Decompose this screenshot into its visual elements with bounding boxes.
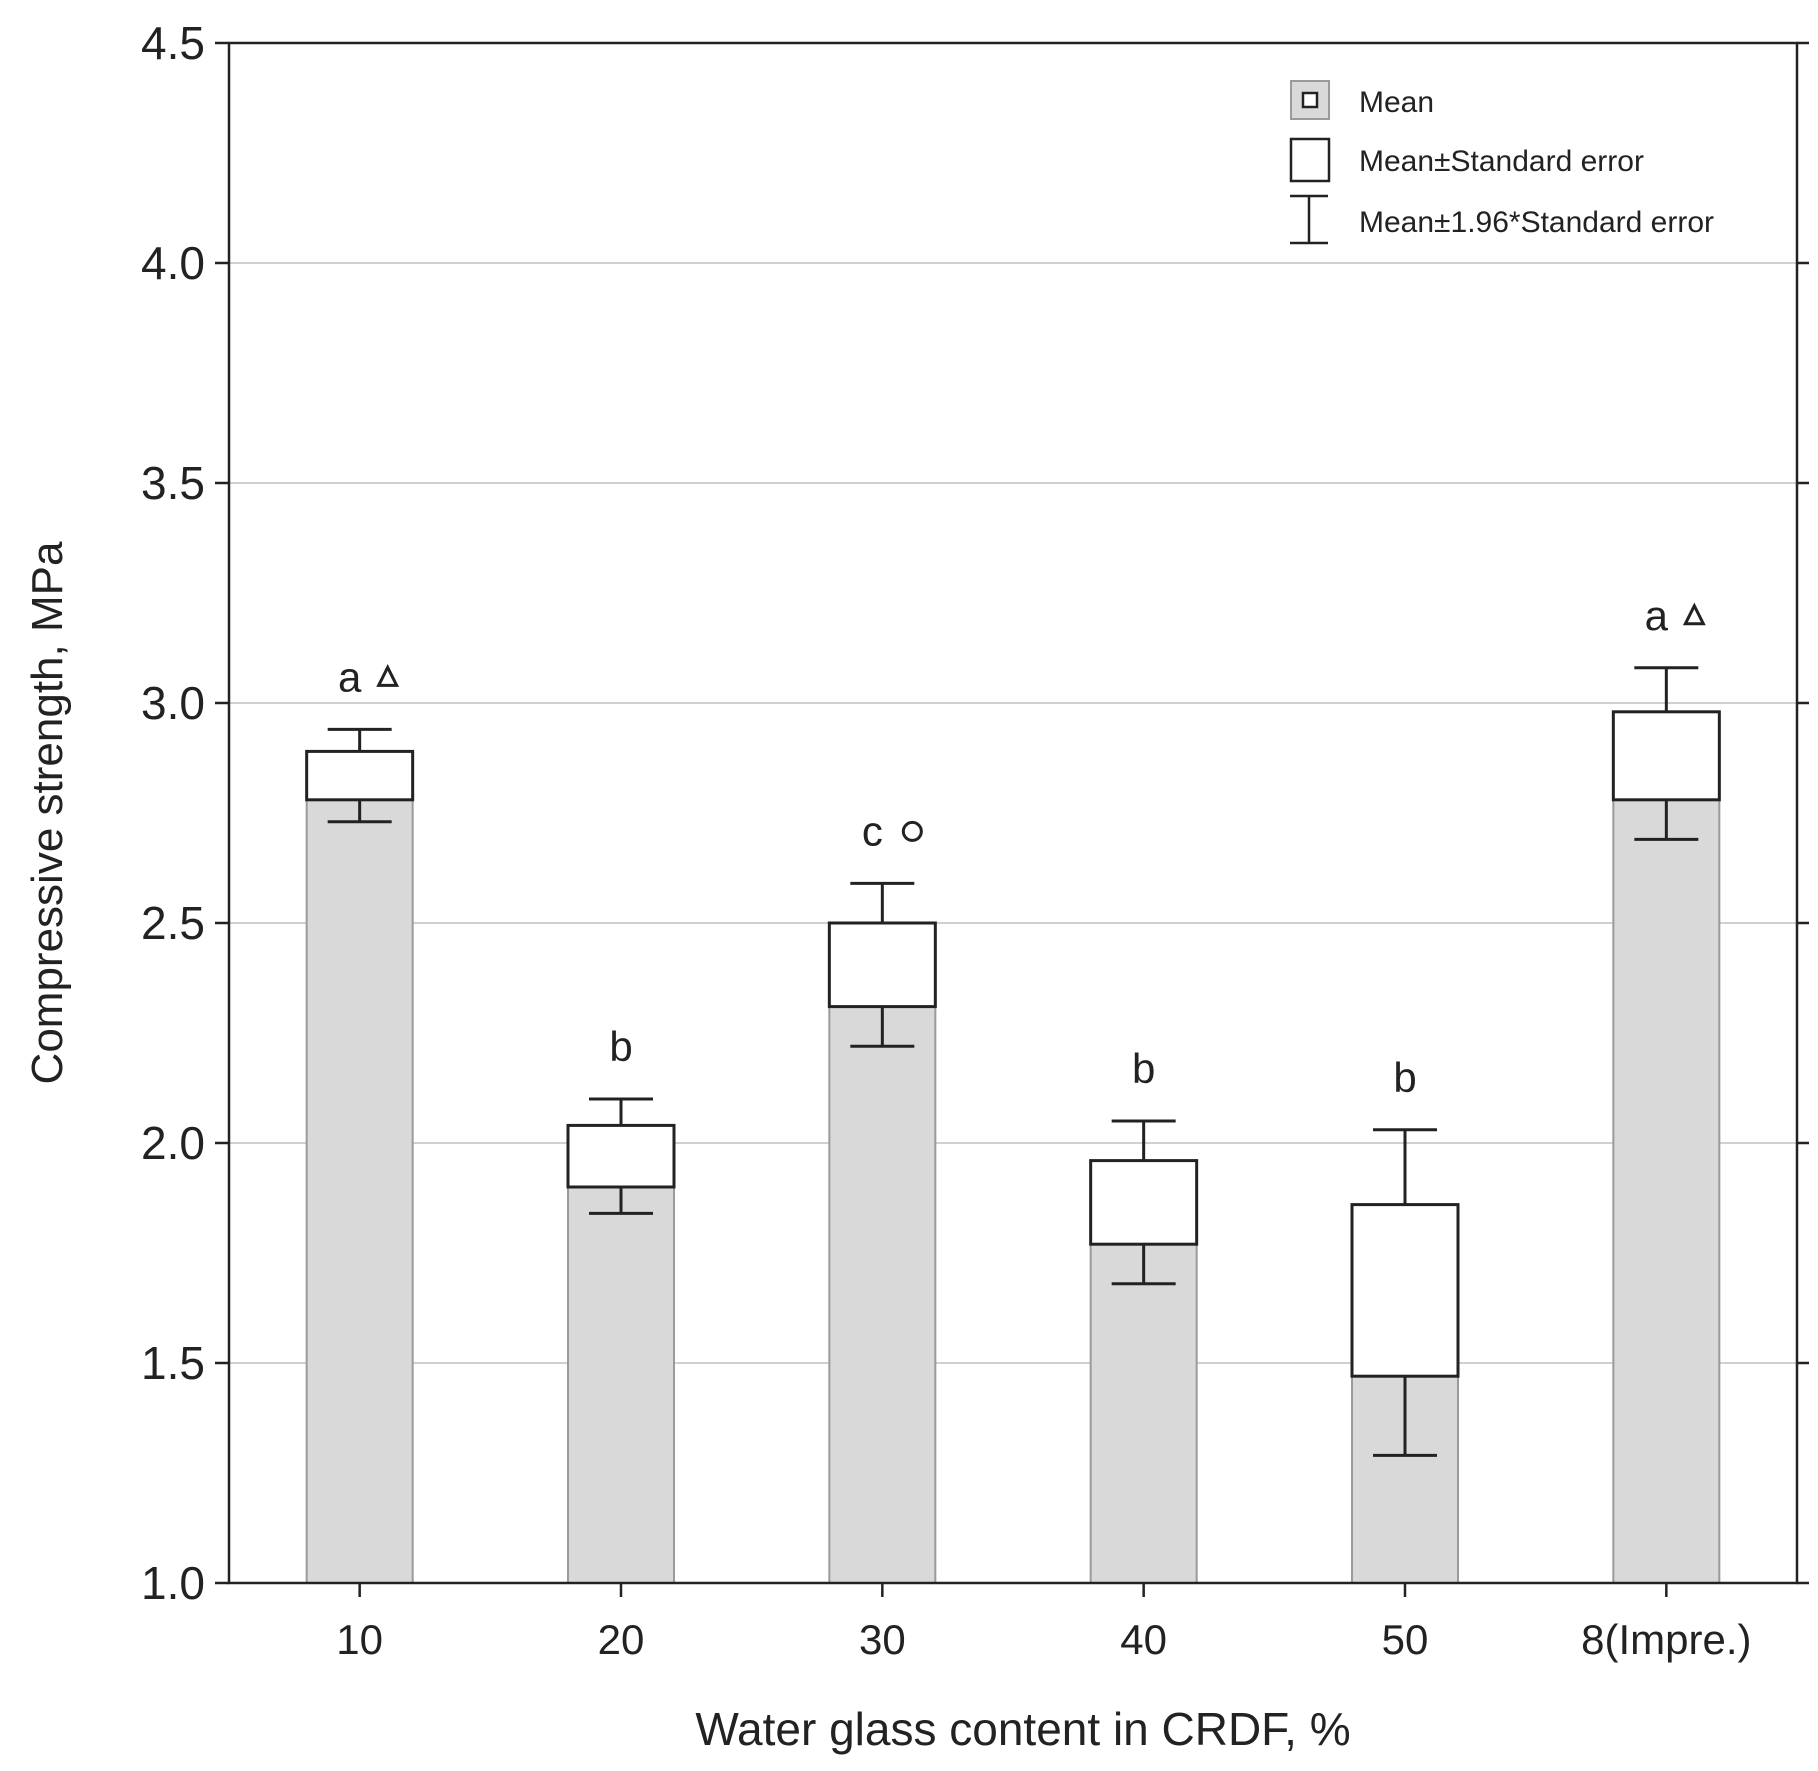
annotation-letter: a xyxy=(1645,592,1669,639)
x-axis-title: Water glass content in CRDF, % xyxy=(695,1703,1350,1755)
bars xyxy=(305,750,1721,1584)
annotation-letter: a xyxy=(338,653,362,700)
significance-annotations: a b c b b a xyxy=(338,592,1706,1101)
se-box xyxy=(566,1123,676,1189)
annotation-letter: b xyxy=(609,1023,632,1070)
y-tick-label: 2.5 xyxy=(141,897,205,949)
bar xyxy=(1612,750,1721,1584)
legend-label-ci: Mean±1.96*Standard error xyxy=(1359,206,1714,239)
x-tick-label: 20 xyxy=(598,1616,645,1663)
legend-ci-swatch xyxy=(1290,194,1328,245)
bar xyxy=(828,961,937,1584)
y-tick-label: 3.5 xyxy=(141,457,205,509)
x-tick-label: 8(Impre.) xyxy=(1581,1616,1751,1663)
legend: Mean Mean±Standard error Mean±1.96*Stand… xyxy=(1289,80,1714,245)
triangle-icon xyxy=(376,664,400,687)
x-axis-ticks: 10 20 30 40 50 8(Impre.) xyxy=(336,1583,1752,1663)
grid-lines xyxy=(229,262,1797,1364)
x-tick-label: 10 xyxy=(336,1616,383,1663)
bar xyxy=(567,1155,675,1584)
y-tick-label: 1.5 xyxy=(141,1337,205,1389)
error-bars xyxy=(305,666,1721,1457)
legend-se-swatch xyxy=(1289,137,1331,183)
y-tick-label: 1.0 xyxy=(141,1557,205,1609)
y-tick-label: 4.0 xyxy=(141,237,205,289)
se-box xyxy=(1611,710,1721,802)
triangle-icon xyxy=(1682,602,1706,626)
circle-icon xyxy=(901,820,923,842)
legend-label-se: Mean±Standard error xyxy=(1359,145,1644,178)
y-tick-label: 2.0 xyxy=(141,1117,205,1169)
legend-mean-swatch xyxy=(1290,80,1330,120)
annotation-letter: b xyxy=(1393,1054,1416,1101)
se-box xyxy=(827,921,937,1009)
y-tick-label: 4.5 xyxy=(141,17,205,69)
legend-label-mean: Mean xyxy=(1359,86,1434,119)
x-tick-label: 50 xyxy=(1382,1616,1429,1663)
annotation-letter: c xyxy=(862,807,883,854)
y-axis-title: Compressive strength, MPa xyxy=(23,541,72,1084)
x-tick-label: 40 xyxy=(1120,1616,1167,1663)
y-tick-label: 3.0 xyxy=(141,677,205,729)
y-axis-ticks: 1.0 1.5 2.0 2.5 3.0 3.5 4.0 4.5 xyxy=(141,17,1809,1609)
se-box xyxy=(305,749,415,802)
se-box xyxy=(1089,1159,1199,1246)
x-tick-label: 30 xyxy=(859,1616,906,1663)
plot-frame xyxy=(227,41,1799,1585)
se-box xyxy=(1350,1203,1460,1378)
bar xyxy=(305,772,414,1584)
annotation-letter: b xyxy=(1132,1045,1155,1092)
